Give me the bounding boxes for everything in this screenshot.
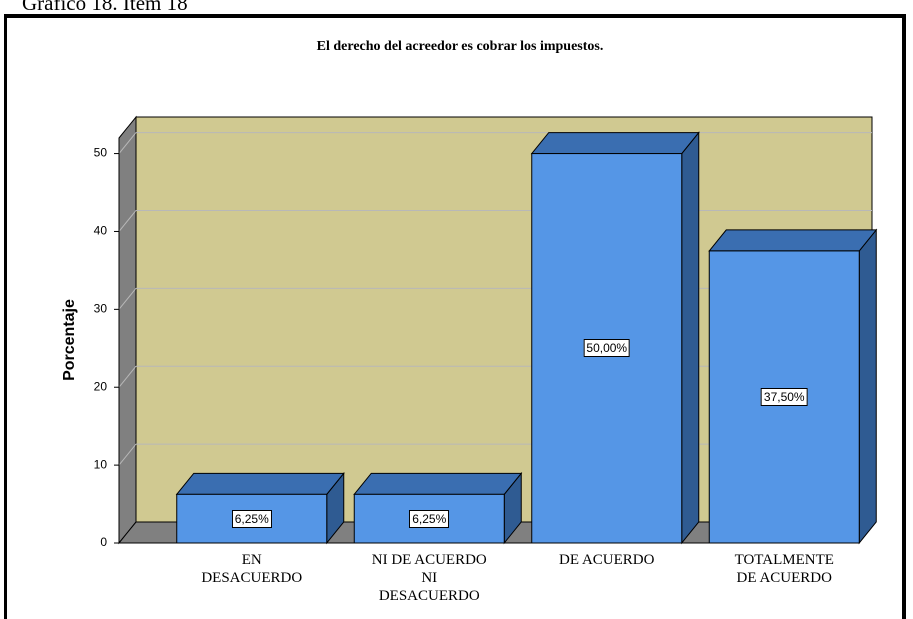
value-label: 37,50% bbox=[760, 387, 808, 406]
y-tick-label: 10 bbox=[94, 457, 108, 471]
x-tick-label: EN DESACUERDO bbox=[201, 552, 303, 586]
y-tick-label: 20 bbox=[94, 379, 108, 393]
value-label: 6,25% bbox=[231, 509, 272, 528]
grid-line-side bbox=[118, 132, 137, 154]
x-tick-label: DE ACUERDO bbox=[559, 552, 655, 568]
bar-top bbox=[708, 229, 878, 252]
grid-line-side bbox=[118, 443, 137, 466]
bar-top bbox=[175, 472, 345, 495]
bar-side bbox=[858, 228, 877, 545]
y-axis-label: Porcentaje bbox=[61, 299, 78, 381]
chart-title: El derecho del acreedor es cobrar los im… bbox=[317, 39, 604, 54]
grid-line-side bbox=[118, 288, 137, 310]
x-tick-label: NI DE ACUERDO NI DESACUERDO bbox=[371, 552, 487, 604]
bar-side bbox=[681, 131, 700, 545]
y-tick-label: 0 bbox=[100, 535, 107, 549]
bar-top bbox=[353, 472, 523, 495]
y-tick-label: 50 bbox=[94, 146, 108, 160]
value-label: 50,00% bbox=[583, 339, 631, 358]
y-tick-label: 40 bbox=[94, 224, 108, 238]
x-tick-label: TOTALMENTE DE ACUERDO bbox=[734, 552, 834, 586]
grid-line-side bbox=[118, 365, 137, 388]
grid-line-side bbox=[118, 210, 137, 232]
figure-heading: Gráfico 18. Ítem 18 bbox=[22, 0, 188, 15]
y-tick-label: 30 bbox=[94, 302, 108, 316]
side-wall bbox=[118, 115, 137, 545]
value-label: 6,25% bbox=[409, 509, 450, 528]
chart-frame bbox=[4, 14, 906, 619]
bar-top bbox=[530, 132, 700, 155]
